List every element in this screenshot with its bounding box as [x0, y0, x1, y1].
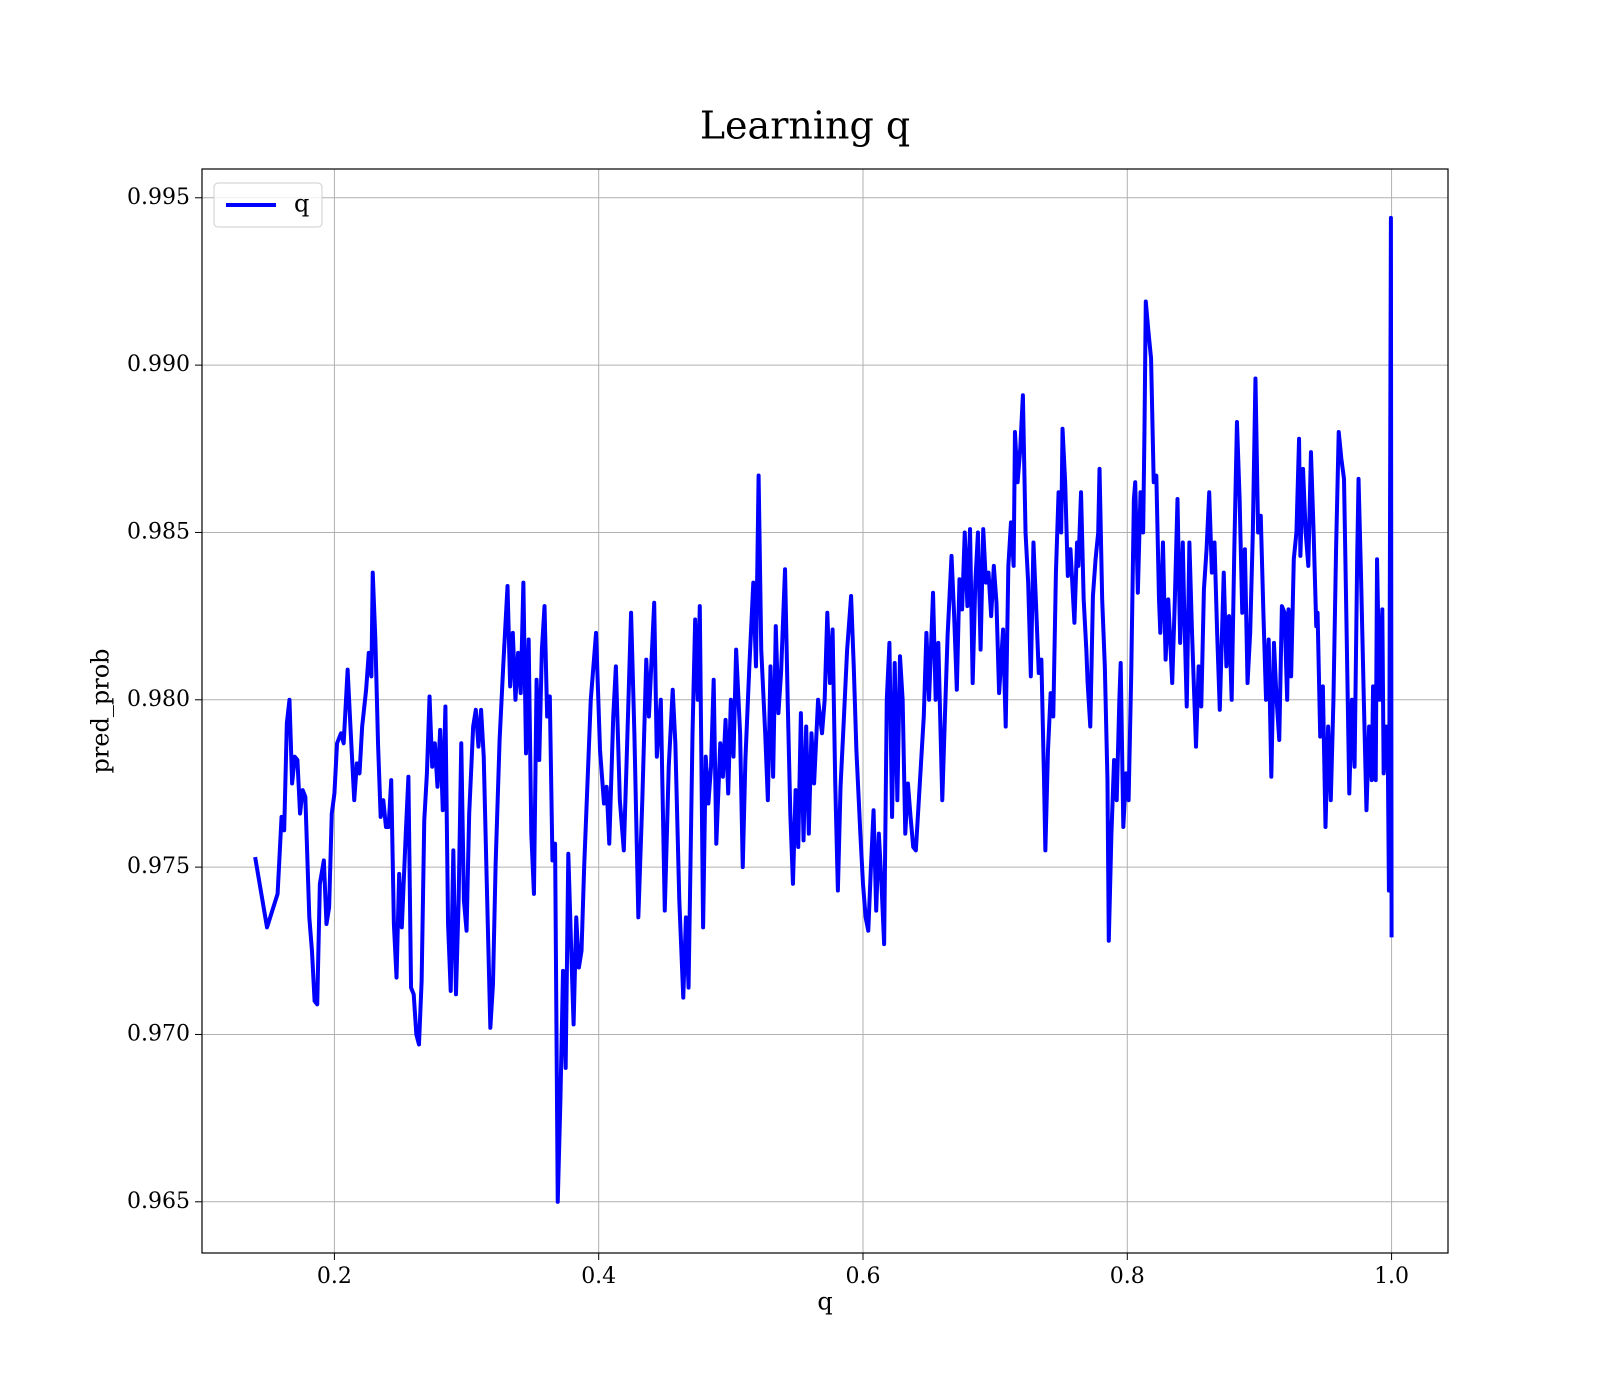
- x-tick-label: 0.4: [581, 1264, 616, 1289]
- y-tick-label: 0.965: [127, 1189, 190, 1214]
- x-tick-label: 0.6: [845, 1264, 880, 1289]
- y-tick-label: 0.975: [127, 854, 190, 879]
- y-tick-label: 0.980: [127, 687, 190, 712]
- x-axis-label: q: [817, 1288, 832, 1316]
- data-line: [253, 215, 1394, 1204]
- chart-title: Learning q: [700, 104, 910, 148]
- legend: q: [213, 182, 323, 228]
- y-axis-label: pred_prob: [87, 648, 115, 773]
- y-tick-label: 0.990: [127, 352, 190, 377]
- y-tick-label: 0.970: [127, 1021, 190, 1046]
- x-tick-label: 0.2: [317, 1264, 352, 1289]
- legend-label: q: [294, 190, 309, 218]
- y-tick-label: 0.995: [127, 185, 190, 210]
- y-tick-label: 0.985: [127, 519, 190, 544]
- plot-frame: [201, 168, 1449, 1254]
- x-tick-label: 1.0: [1374, 1264, 1409, 1289]
- x-tick-label: 0.8: [1110, 1264, 1145, 1289]
